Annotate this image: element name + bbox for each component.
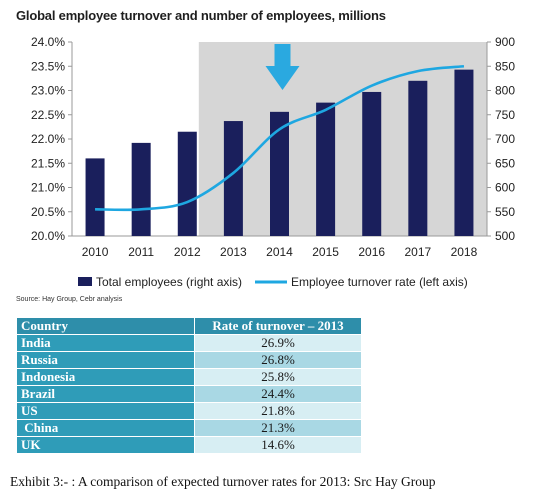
employees-bar <box>223 121 243 236</box>
x-tick-label: 2013 <box>220 245 247 259</box>
left-tick-label: 24.0% <box>31 35 65 49</box>
employees-bar <box>362 91 382 236</box>
right-tick-label: 500 <box>495 229 515 243</box>
left-tick-label: 20.5% <box>31 205 65 219</box>
rate-cell: 26.9% <box>194 334 362 352</box>
chart-title: Global employee turnover and number of e… <box>16 8 386 23</box>
employees-bar <box>454 69 474 237</box>
turnover-table: Country Rate of turnover – 2013 India 26… <box>16 317 362 454</box>
rate-cell: 14.6% <box>194 436 362 454</box>
combo-chart: 20.0% 20.5% 21.0% 21.5% 22.0% 22.5% 23.0% 23.5%… <box>31 35 515 289</box>
rate-cell: 21.8% <box>194 402 362 420</box>
left-tick-label: 23.5% <box>31 59 65 73</box>
country-cell: UK <box>16 436 195 454</box>
left-tick-label: 23.0% <box>31 84 65 98</box>
table-row: UK 14.6% <box>16 436 362 454</box>
right-tick-label: 900 <box>495 35 515 49</box>
country-cell: Brazil <box>16 385 195 403</box>
table-row: Indonesia 25.8% <box>16 368 362 386</box>
table-row: India 26.9% <box>16 334 362 352</box>
table-row: US 21.8% <box>16 402 362 420</box>
down-arrow-icon <box>265 44 300 90</box>
rate-cell: 24.4% <box>194 385 362 403</box>
right-tick-label: 600 <box>495 181 515 195</box>
x-tick-label: 2012 <box>174 245 201 259</box>
rate-cell: 25.8% <box>194 368 362 386</box>
table-row: Brazil 24.4% <box>16 385 362 403</box>
header-country: Country <box>16 317 195 335</box>
exhibit-caption: Exhibit 3:- : A comparison of expected t… <box>10 474 436 489</box>
rate-cell: 21.3% <box>194 419 362 437</box>
employees-bar <box>85 158 105 236</box>
country-cell: China <box>16 419 195 437</box>
table-row: China 21.3% <box>16 419 362 437</box>
employees-bar <box>177 131 197 236</box>
legend-line-label: Employee turnover rate (left axis) <box>291 275 468 289</box>
employees-bar <box>131 142 151 236</box>
country-cell: Indonesia <box>16 368 195 386</box>
country-cell: US <box>16 402 195 420</box>
left-tick-label: 20.0% <box>31 229 65 243</box>
legend-bar-swatch <box>78 277 92 286</box>
left-tick-label: 21.5% <box>31 156 65 170</box>
country-cell: India <box>16 334 195 352</box>
x-tick-label: 2011 <box>128 245 154 259</box>
rate-cell: 26.8% <box>194 351 362 369</box>
right-tick-label: 650 <box>495 156 515 170</box>
x-tick-label: 2010 <box>82 245 109 259</box>
country-cell: Russia <box>16 351 195 369</box>
right-tick-label: 750 <box>495 108 515 122</box>
x-tick-label: 2018 <box>451 245 478 259</box>
employees-bar <box>270 111 289 236</box>
left-tick-label: 21.0% <box>31 181 65 195</box>
forecast-shade <box>198 42 488 236</box>
right-tick-label: 550 <box>495 205 515 219</box>
right-tick-label: 800 <box>495 84 515 98</box>
left-tick-label: 22.0% <box>31 132 65 146</box>
right-tick-label: 850 <box>495 59 515 73</box>
left-tick-label: 22.5% <box>31 108 65 122</box>
table-header-row: Country Rate of turnover – 2013 <box>16 317 362 335</box>
x-tick-label: 2017 <box>404 245 431 259</box>
header-rate: Rate of turnover – 2013 <box>194 317 362 335</box>
right-tick-label: 700 <box>495 132 515 146</box>
legend-bar-label: Total employees (right axis) <box>96 275 242 289</box>
table-row: Russia 26.8% <box>16 351 362 369</box>
chart-source: Source: Hay Group, Cebr analysis <box>16 296 123 303</box>
employees-bar <box>408 80 428 236</box>
x-tick-label: 2016 <box>358 245 385 259</box>
employees-bar <box>316 102 336 236</box>
x-tick-label: 2015 <box>312 245 339 259</box>
x-tick-label: 2014 <box>266 245 293 259</box>
